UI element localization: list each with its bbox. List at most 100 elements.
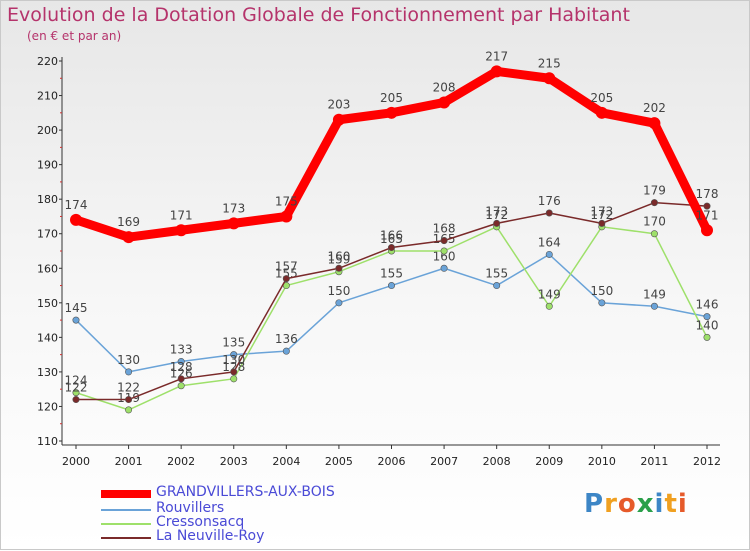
data-label: 128 (222, 360, 245, 374)
data-point (230, 368, 238, 376)
data-point (122, 231, 135, 244)
x-tick-label: 2002 (167, 455, 195, 468)
data-point (177, 382, 185, 390)
data-point (230, 375, 238, 383)
chart-title: Evolution de la Dotation Globale de Fonc… (7, 4, 630, 26)
data-label: 155 (485, 267, 508, 281)
data-label: 208 (433, 80, 456, 94)
y-tick-label: 160 (37, 262, 58, 275)
y-tick-label: 220 (37, 55, 58, 68)
y-tick-label: 200 (37, 124, 58, 137)
data-point (598, 219, 606, 227)
x-tick-label: 2004 (272, 455, 300, 468)
data-point (490, 65, 503, 78)
data-point (543, 72, 556, 85)
data-label: 178 (696, 187, 719, 201)
data-label: 173 (485, 204, 508, 218)
data-label: 157 (275, 260, 298, 274)
data-point (387, 282, 395, 290)
data-label: 140 (696, 318, 719, 332)
data-label: 150 (327, 284, 350, 298)
legend-label: GRANDVILLERS-AUX-BOIS (156, 484, 335, 500)
data-label: 179 (643, 184, 666, 198)
x-tick-label: 2009 (535, 455, 563, 468)
legend-label: Cressonsacq (156, 514, 245, 530)
data-label: 171 (696, 208, 719, 222)
data-label: 217 (485, 49, 508, 63)
data-point (650, 230, 658, 238)
data-label: 175 (275, 194, 298, 208)
data-point (598, 299, 606, 307)
x-tick-label: 2006 (378, 455, 406, 468)
data-point (438, 96, 451, 109)
y-tick-label: 180 (37, 193, 58, 206)
data-label: 172 (485, 208, 508, 222)
data-label: 170 (643, 215, 666, 229)
data-label: 173 (222, 201, 245, 215)
legend-label: Rouvillers (156, 500, 225, 516)
proxiti-logo: Proxiti (584, 489, 688, 519)
data-label: 176 (538, 194, 561, 208)
data-label: 164 (538, 235, 561, 249)
data-point (493, 282, 501, 290)
data-label: 168 (433, 222, 456, 236)
data-point (440, 264, 448, 272)
data-point (227, 217, 240, 230)
x-tick-label: 2000 (62, 455, 90, 468)
y-tick-label: 140 (37, 331, 58, 344)
y-tick-label: 130 (37, 366, 58, 379)
data-label: 160 (327, 249, 350, 263)
data-label: 215 (538, 56, 561, 70)
data-label: 165 (380, 232, 403, 246)
data-point (335, 299, 343, 307)
x-tick-label: 2010 (588, 455, 616, 468)
data-point (280, 210, 293, 223)
data-label: 126 (170, 367, 193, 381)
legend-swatch (101, 537, 151, 539)
data-label: 122 (117, 381, 140, 395)
data-point (177, 375, 185, 383)
data-label: 173 (590, 204, 613, 218)
data-label: 149 (538, 287, 561, 301)
data-point (703, 333, 711, 341)
data-point (72, 316, 80, 324)
data-point (703, 202, 711, 210)
x-tick-label: 2007 (430, 455, 458, 468)
data-point (385, 106, 398, 119)
data-label: 171 (170, 208, 193, 222)
data-point (595, 106, 608, 119)
x-tick-label: 2008 (483, 455, 511, 468)
y-tick-label: 210 (37, 90, 58, 103)
data-point (545, 250, 553, 258)
x-tick-label: 2003 (220, 455, 248, 468)
data-label: 166 (380, 229, 403, 243)
data-point (177, 358, 185, 366)
data-point (335, 264, 343, 272)
data-label: 145 (65, 301, 88, 315)
data-label: 130 (117, 353, 140, 367)
data-point (72, 389, 80, 397)
data-point (175, 224, 188, 237)
y-tick-label: 110 (37, 435, 58, 448)
data-label: 205 (590, 91, 613, 105)
legend-swatch (101, 523, 151, 525)
legend-swatch (101, 509, 151, 511)
data-label: 136 (275, 332, 298, 346)
data-point (703, 313, 711, 321)
x-tick-label: 2005 (325, 455, 353, 468)
data-point (650, 302, 658, 310)
y-tick-label: 120 (37, 400, 58, 413)
data-label: 135 (222, 336, 245, 350)
data-point (125, 368, 133, 376)
data-point (440, 247, 448, 255)
data-label: 202 (643, 101, 666, 115)
data-label: 124 (65, 374, 88, 388)
data-point (282, 347, 290, 355)
data-label: 128 (170, 360, 193, 374)
data-label: 203 (327, 98, 350, 112)
data-point (650, 199, 658, 207)
data-point (332, 113, 345, 126)
x-tick-label: 2011 (640, 455, 668, 468)
